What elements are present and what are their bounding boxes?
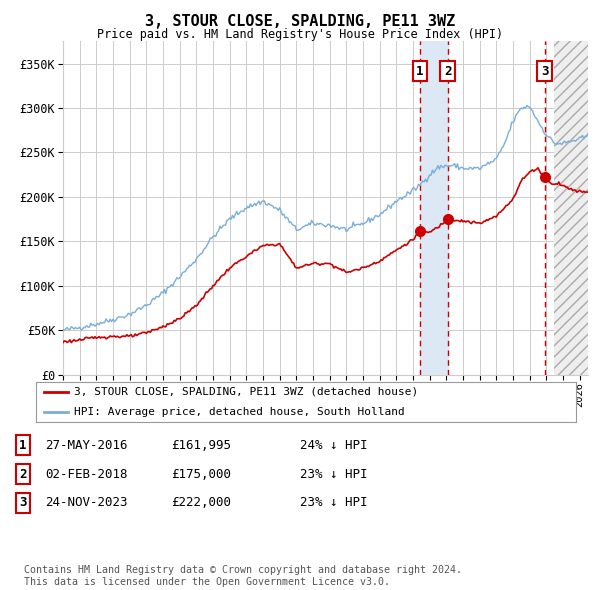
Bar [554,41,588,375]
Text: 3: 3 [19,496,26,509]
Text: 2: 2 [19,468,26,481]
Text: HPI: Average price, detached house, South Holland: HPI: Average price, detached house, Sout… [74,407,404,417]
Text: Price paid vs. HM Land Registry's House Price Index (HPI): Price paid vs. HM Land Registry's House … [97,28,503,41]
Text: 2: 2 [444,65,451,78]
Text: Contains HM Land Registry data © Crown copyright and database right 2024.
This d: Contains HM Land Registry data © Crown c… [24,565,462,587]
Text: 27-MAY-2016: 27-MAY-2016 [45,439,128,452]
Text: £161,995: £161,995 [171,439,231,452]
Bar [420,41,448,375]
Text: £175,000: £175,000 [171,468,231,481]
Text: £222,000: £222,000 [171,496,231,509]
Text: 3: 3 [541,65,548,78]
Text: 23% ↓ HPI: 23% ↓ HPI [300,468,367,481]
Text: 02-FEB-2018: 02-FEB-2018 [45,468,128,481]
Text: 3, STOUR CLOSE, SPALDING, PE11 3WZ: 3, STOUR CLOSE, SPALDING, PE11 3WZ [145,14,455,29]
Text: 24% ↓ HPI: 24% ↓ HPI [300,439,367,452]
Text: 1: 1 [19,439,26,452]
Text: 1: 1 [416,65,424,78]
Text: 3, STOUR CLOSE, SPALDING, PE11 3WZ (detached house): 3, STOUR CLOSE, SPALDING, PE11 3WZ (deta… [74,387,418,396]
Bar [554,41,588,375]
Text: 23% ↓ HPI: 23% ↓ HPI [300,496,367,509]
Text: 24-NOV-2023: 24-NOV-2023 [45,496,128,509]
